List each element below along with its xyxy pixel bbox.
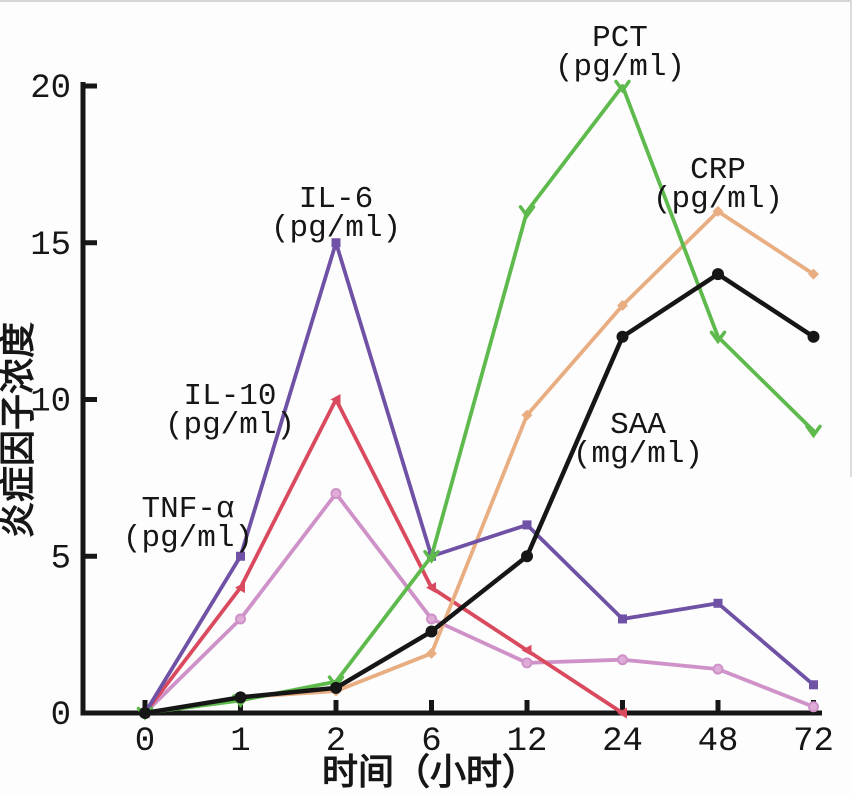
x-tick-label: 24: [602, 723, 643, 761]
series-label-crp: CRP: [690, 153, 746, 188]
series-label-unit: (pg/ml): [653, 182, 783, 217]
series-marker-saa: [234, 691, 247, 704]
series-label-unit: (mg/ml): [573, 437, 703, 472]
series-marker-saa: [330, 681, 342, 694]
series-label-il-10: IL-10: [183, 379, 276, 414]
scan-edge-right: [850, 0, 852, 477]
series-marker-saa: [807, 330, 820, 343]
x-tick-label: 12: [507, 723, 548, 761]
series-label-il-6: IL-6: [299, 182, 373, 217]
x-tick-label: 1: [230, 723, 250, 761]
x-tick-label: 72: [793, 723, 834, 761]
series-label-unit: (pg/ml): [271, 211, 401, 246]
scan-edge-top: [0, 0, 852, 2]
series-marker-pct: [518, 205, 536, 219]
series-marker-il-6: [809, 680, 818, 690]
x-axis-title: 时间（小时）: [322, 752, 538, 792]
series-line-il-10: [143, 397, 625, 715]
y-tick-label: 10: [30, 384, 71, 422]
x-tick-label: 48: [698, 723, 739, 761]
series-marker-il-6: [331, 238, 341, 248]
series-marker-il-10: [235, 582, 245, 594]
series-marker-crp: [712, 205, 724, 217]
series-label-unit: (pg/ml): [123, 521, 253, 556]
series-line-saa: [142, 271, 816, 716]
series-line-crp: [143, 209, 816, 715]
x-tick-label: 6: [421, 723, 441, 761]
y-tick-label: 0: [51, 697, 71, 735]
series-line-il-6: [143, 240, 816, 715]
series-marker-tnf-α: [235, 613, 246, 625]
series-marker-tnf-α: [712, 663, 724, 675]
series-marker-saa: [616, 330, 629, 343]
series-marker-saa: [521, 550, 533, 563]
series-marker-pct: [709, 330, 727, 345]
x-tick-label: 0: [135, 723, 155, 761]
series-marker-pct: [423, 550, 440, 564]
series-marker-il-6: [713, 598, 723, 608]
series-marker-saa: [425, 625, 438, 638]
series-line-tnf-α: [143, 491, 816, 715]
series-marker-crp: [521, 409, 533, 421]
series-marker-il-10: [330, 394, 341, 405]
series-marker-il-6: [236, 551, 245, 561]
series-label-unit: (pg/ml): [165, 408, 295, 443]
series-marker-il-10: [617, 707, 627, 719]
series-marker-il-6: [522, 520, 532, 530]
series-marker-tnf-α: [426, 613, 437, 625]
series-marker-tnf-α: [521, 657, 533, 669]
series-marker-il-10: [426, 582, 436, 594]
series-label-tnf-α: TNF-α: [141, 492, 234, 527]
series-marker-tnf-α: [330, 488, 342, 500]
series-marker-saa: [139, 707, 151, 719]
series-marker-il-10: [521, 644, 532, 656]
y-axis-title: 炎症因子浓度: [0, 322, 38, 538]
y-tick-label: 5: [51, 540, 71, 578]
series-label-pct: PCT: [592, 21, 648, 56]
y-tick-label: 20: [30, 70, 71, 108]
series-label-saa: SAA: [610, 408, 666, 443]
series-marker-il-6: [618, 614, 627, 624]
series-label-unit: (pg/ml): [555, 50, 685, 85]
series-marker-pct: [614, 79, 631, 94]
y-tick-label: 15: [30, 227, 71, 265]
series-marker-saa: [712, 268, 724, 281]
series-marker-pct: [805, 424, 822, 439]
series-marker-tnf-α: [808, 701, 819, 713]
series-marker-crp: [426, 647, 437, 659]
series-marker-tnf-α: [617, 654, 628, 666]
x-tick-label: 2: [326, 723, 346, 761]
series-marker-crp: [617, 299, 628, 311]
series-marker-crp: [808, 268, 819, 280]
